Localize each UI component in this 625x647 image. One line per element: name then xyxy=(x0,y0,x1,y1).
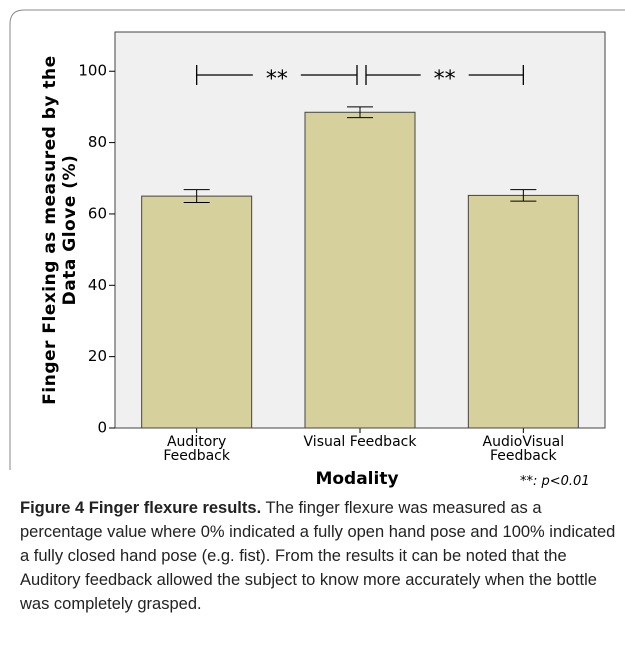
y-tick-label: 60 xyxy=(88,204,107,222)
y-axis-label: Finger Flexing as measured by the Data G… xyxy=(40,55,80,405)
error-bar xyxy=(347,106,373,119)
caption-label: Figure 4 Finger flexure results. xyxy=(20,499,262,517)
significance-label: ** xyxy=(434,67,456,92)
significance-bracket xyxy=(365,65,524,85)
caption-text: The finger flexure was measured as a per… xyxy=(20,499,616,613)
bar xyxy=(304,111,416,429)
chart: 0 20 40 60 80 100 ** ** xyxy=(9,9,625,470)
x-tick-label: AudioVisual Feedback xyxy=(482,434,565,464)
x-tick-label: Auditory Feedback xyxy=(163,434,230,464)
y-tick-label: 100 xyxy=(78,62,107,80)
y-tick-label: 80 xyxy=(88,133,107,151)
error-bar xyxy=(183,189,210,204)
x-tick-label: Visual Feedback xyxy=(303,434,417,450)
significance-bracket xyxy=(196,65,358,85)
frame xyxy=(9,9,625,470)
caption: Figure 4 Finger flexure results. The fin… xyxy=(20,496,616,616)
error-bar xyxy=(510,189,537,202)
y-tick-label: 20 xyxy=(88,347,107,365)
bar xyxy=(467,194,579,429)
x-axis-label: Modality xyxy=(315,469,399,489)
y-tick-label: 40 xyxy=(88,276,107,294)
significance-label: ** xyxy=(266,67,288,92)
bar xyxy=(141,195,253,429)
annotation: **: p<0.01 xyxy=(520,474,590,489)
y-tick-label: 0 xyxy=(97,419,107,437)
